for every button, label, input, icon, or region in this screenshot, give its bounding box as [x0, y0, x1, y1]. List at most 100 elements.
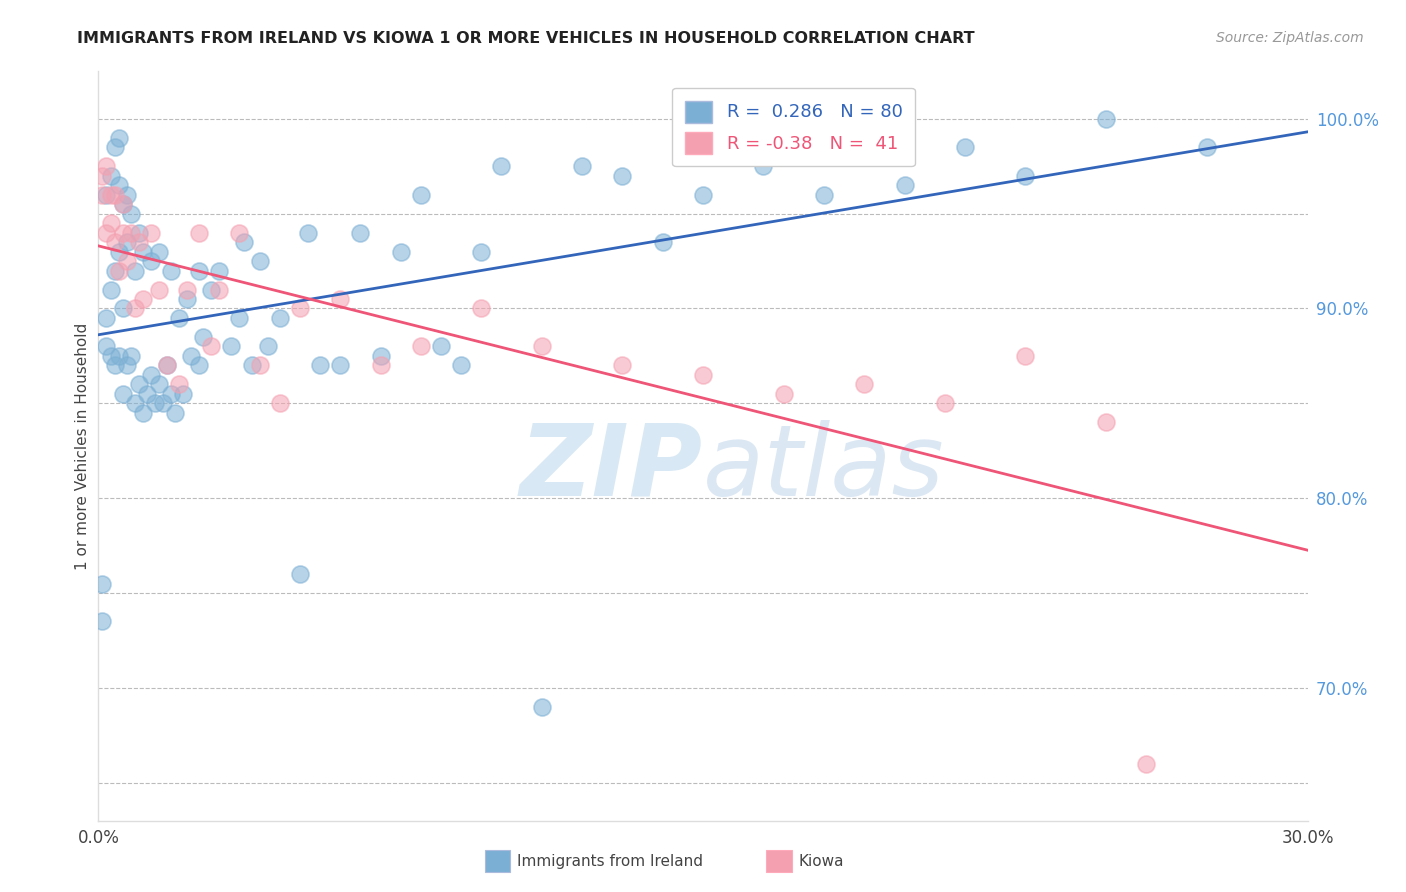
Point [107, 130, 129, 145]
Point [111, 197, 134, 211]
Point [240, 359, 263, 373]
Text: Immigrants from Ireland: Immigrants from Ireland [517, 854, 703, 869]
Point [124, 263, 146, 277]
Text: ZIP: ZIP [520, 420, 703, 517]
Point [249, 359, 271, 373]
Point [120, 226, 142, 240]
Point [111, 197, 134, 211]
Point [111, 226, 134, 240]
Point [772, 387, 794, 401]
Point [172, 387, 194, 401]
Point [409, 339, 432, 353]
Y-axis label: 1 or more Vehicles in Household: 1 or more Vehicles in Household [75, 322, 90, 570]
Point [208, 283, 231, 297]
Point [256, 339, 278, 353]
Point [530, 339, 553, 353]
Point [188, 359, 211, 373]
Point [111, 387, 134, 401]
Point [132, 406, 155, 420]
Point [96, 187, 118, 202]
Point [1014, 349, 1036, 363]
Point [107, 349, 129, 363]
Point [107, 178, 129, 193]
Point [156, 359, 179, 373]
Point [934, 396, 956, 410]
Text: Source: ZipAtlas.com: Source: ZipAtlas.com [1216, 31, 1364, 45]
Point [200, 339, 222, 353]
Point [1095, 415, 1118, 429]
Point [100, 187, 122, 202]
Point [180, 349, 202, 363]
Point [612, 359, 634, 373]
Point [103, 263, 125, 277]
Point [152, 396, 174, 410]
Point [120, 349, 142, 363]
Point [349, 226, 371, 240]
Point [288, 567, 311, 582]
Legend: R =  0.286   N = 80, R = -0.38   N =  41: R = 0.286 N = 80, R = -0.38 N = 41 [672, 88, 915, 166]
Point [176, 292, 198, 306]
Point [103, 235, 125, 249]
Point [1095, 112, 1118, 126]
Point [1195, 140, 1218, 154]
Point [167, 377, 190, 392]
Point [124, 301, 146, 316]
Point [249, 254, 271, 268]
Point [288, 301, 311, 316]
Point [853, 377, 876, 392]
Point [370, 349, 392, 363]
Point [128, 226, 150, 240]
Point [612, 169, 634, 183]
Point [389, 244, 412, 259]
Point [167, 310, 190, 325]
Point [228, 310, 250, 325]
Point [450, 359, 472, 373]
Point [91, 576, 114, 591]
Point [309, 359, 332, 373]
Point [160, 387, 183, 401]
Point [571, 159, 593, 173]
Point [115, 235, 138, 249]
Point [120, 206, 142, 220]
Point [470, 301, 492, 316]
Point [813, 187, 835, 202]
Point [148, 377, 170, 392]
Point [143, 396, 166, 410]
Point [953, 140, 976, 154]
Point [409, 187, 432, 202]
Point [188, 226, 211, 240]
Point [148, 244, 170, 259]
Point [370, 359, 392, 373]
Point [139, 226, 162, 240]
Point [156, 359, 179, 373]
Point [651, 235, 673, 249]
Point [107, 263, 129, 277]
Point [893, 178, 915, 193]
Point [200, 283, 222, 297]
Point [1014, 169, 1036, 183]
Point [115, 187, 138, 202]
Point [107, 244, 129, 259]
Point [269, 396, 291, 410]
Point [100, 349, 122, 363]
Text: atlas: atlas [703, 420, 945, 517]
Point [96, 226, 118, 240]
Point [103, 187, 125, 202]
Point [1135, 756, 1157, 771]
Point [176, 283, 198, 297]
Point [530, 699, 553, 714]
Point [228, 226, 250, 240]
Point [100, 216, 122, 230]
Point [96, 310, 118, 325]
Point [692, 187, 714, 202]
Point [96, 159, 118, 173]
Point [128, 235, 150, 249]
Point [752, 159, 775, 173]
Point [329, 359, 352, 373]
Point [297, 226, 319, 240]
Point [91, 169, 114, 183]
Point [208, 263, 231, 277]
Point [148, 283, 170, 297]
Point [100, 283, 122, 297]
Point [96, 339, 118, 353]
